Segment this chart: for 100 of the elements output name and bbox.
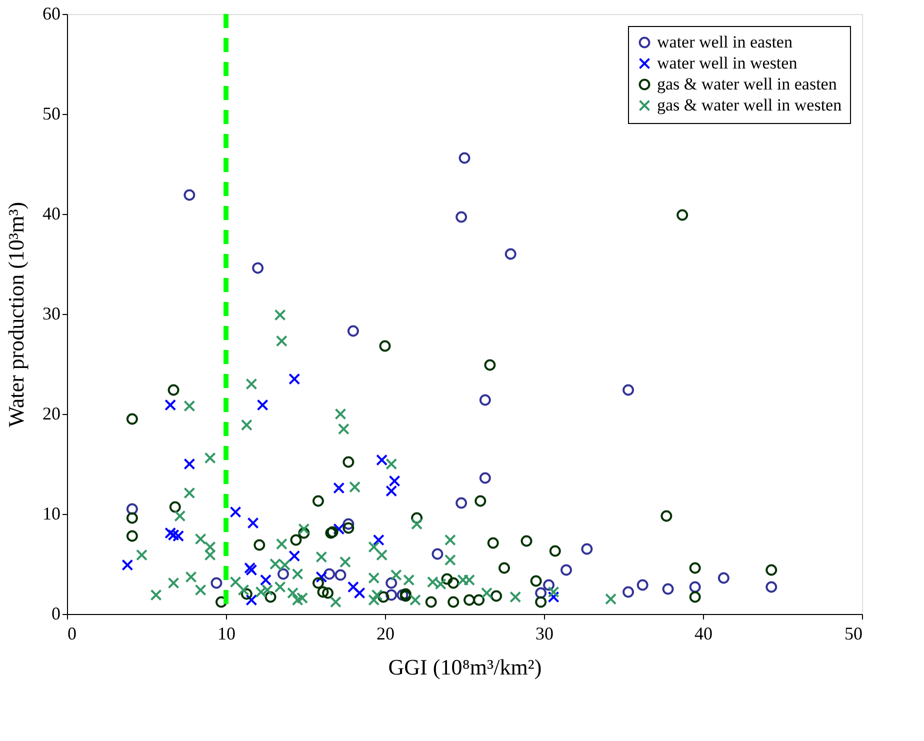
point <box>288 373 300 385</box>
point <box>262 584 274 596</box>
point <box>194 533 206 545</box>
point <box>766 581 778 593</box>
point <box>292 594 304 606</box>
point <box>194 584 206 596</box>
point <box>184 487 196 499</box>
point <box>766 564 778 576</box>
point <box>240 588 252 600</box>
point <box>238 584 250 596</box>
point <box>316 551 328 563</box>
point <box>371 589 383 601</box>
point <box>504 248 516 260</box>
point <box>474 495 486 507</box>
point <box>403 574 415 586</box>
point <box>340 556 351 568</box>
point <box>376 549 388 561</box>
point <box>317 586 329 598</box>
point <box>338 423 350 435</box>
point <box>560 564 572 576</box>
y-tick-label: 10 <box>42 504 60 524</box>
point <box>444 534 456 546</box>
point <box>444 554 456 566</box>
point <box>324 568 336 580</box>
point <box>122 559 134 571</box>
point <box>409 594 421 606</box>
point <box>334 408 346 420</box>
point <box>330 596 342 608</box>
legend-label: gas & water well in easten <box>657 74 838 94</box>
point <box>342 456 354 468</box>
y-tick-label: 30 <box>42 304 60 324</box>
point <box>290 534 302 546</box>
point <box>256 399 268 411</box>
point <box>390 569 402 581</box>
point <box>456 497 468 509</box>
point <box>448 596 460 608</box>
point <box>441 573 453 585</box>
point <box>184 189 196 201</box>
point <box>342 522 354 534</box>
point <box>252 262 264 274</box>
point <box>274 309 286 321</box>
point <box>169 501 181 513</box>
point <box>426 576 438 588</box>
point <box>456 211 468 223</box>
point <box>487 537 499 549</box>
point <box>464 594 476 606</box>
point <box>530 575 542 587</box>
point <box>279 559 291 571</box>
point <box>168 577 180 589</box>
point <box>622 384 634 396</box>
point <box>432 548 444 560</box>
point <box>296 592 308 604</box>
point <box>535 596 547 608</box>
point <box>126 512 138 524</box>
point <box>312 495 324 507</box>
point <box>490 590 502 602</box>
point <box>510 591 522 603</box>
point <box>260 574 272 586</box>
point <box>322 587 334 599</box>
point <box>676 209 688 221</box>
point <box>520 535 532 547</box>
x-tick-label: 10 <box>218 624 236 644</box>
point <box>277 568 289 580</box>
point <box>479 472 491 484</box>
point <box>581 543 593 555</box>
point <box>292 568 304 580</box>
point <box>298 527 310 539</box>
legend-label: gas & water well in westen <box>657 96 842 114</box>
point <box>376 454 388 466</box>
x-tick-label: 0 <box>68 624 76 644</box>
point <box>210 577 222 589</box>
point <box>184 458 196 470</box>
point <box>386 458 398 470</box>
point <box>312 577 324 589</box>
point <box>230 506 242 518</box>
point <box>174 510 186 522</box>
y-tick-label: 0 <box>52 604 60 624</box>
y-tick-label: 40 <box>42 204 60 224</box>
point <box>247 517 259 529</box>
point <box>172 530 184 542</box>
point <box>464 574 476 586</box>
x-axis-title: GGI (10⁸m³/km²) <box>388 654 542 680</box>
point <box>425 596 437 608</box>
point <box>126 503 138 515</box>
point <box>457 574 469 586</box>
point <box>215 596 227 608</box>
point <box>689 562 701 574</box>
point <box>270 558 282 570</box>
point <box>126 413 138 425</box>
point <box>378 591 390 603</box>
point <box>126 530 138 542</box>
point <box>548 591 560 603</box>
point <box>246 594 258 606</box>
point <box>168 384 180 396</box>
point <box>434 578 446 590</box>
point <box>354 587 366 599</box>
point <box>276 538 288 550</box>
point <box>386 589 398 601</box>
point <box>347 581 359 593</box>
point <box>287 587 299 599</box>
